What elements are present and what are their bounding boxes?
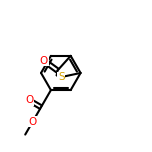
Text: S: S <box>58 72 65 82</box>
Text: O: O <box>29 117 37 127</box>
Text: O: O <box>40 56 48 66</box>
Text: O: O <box>25 95 33 105</box>
